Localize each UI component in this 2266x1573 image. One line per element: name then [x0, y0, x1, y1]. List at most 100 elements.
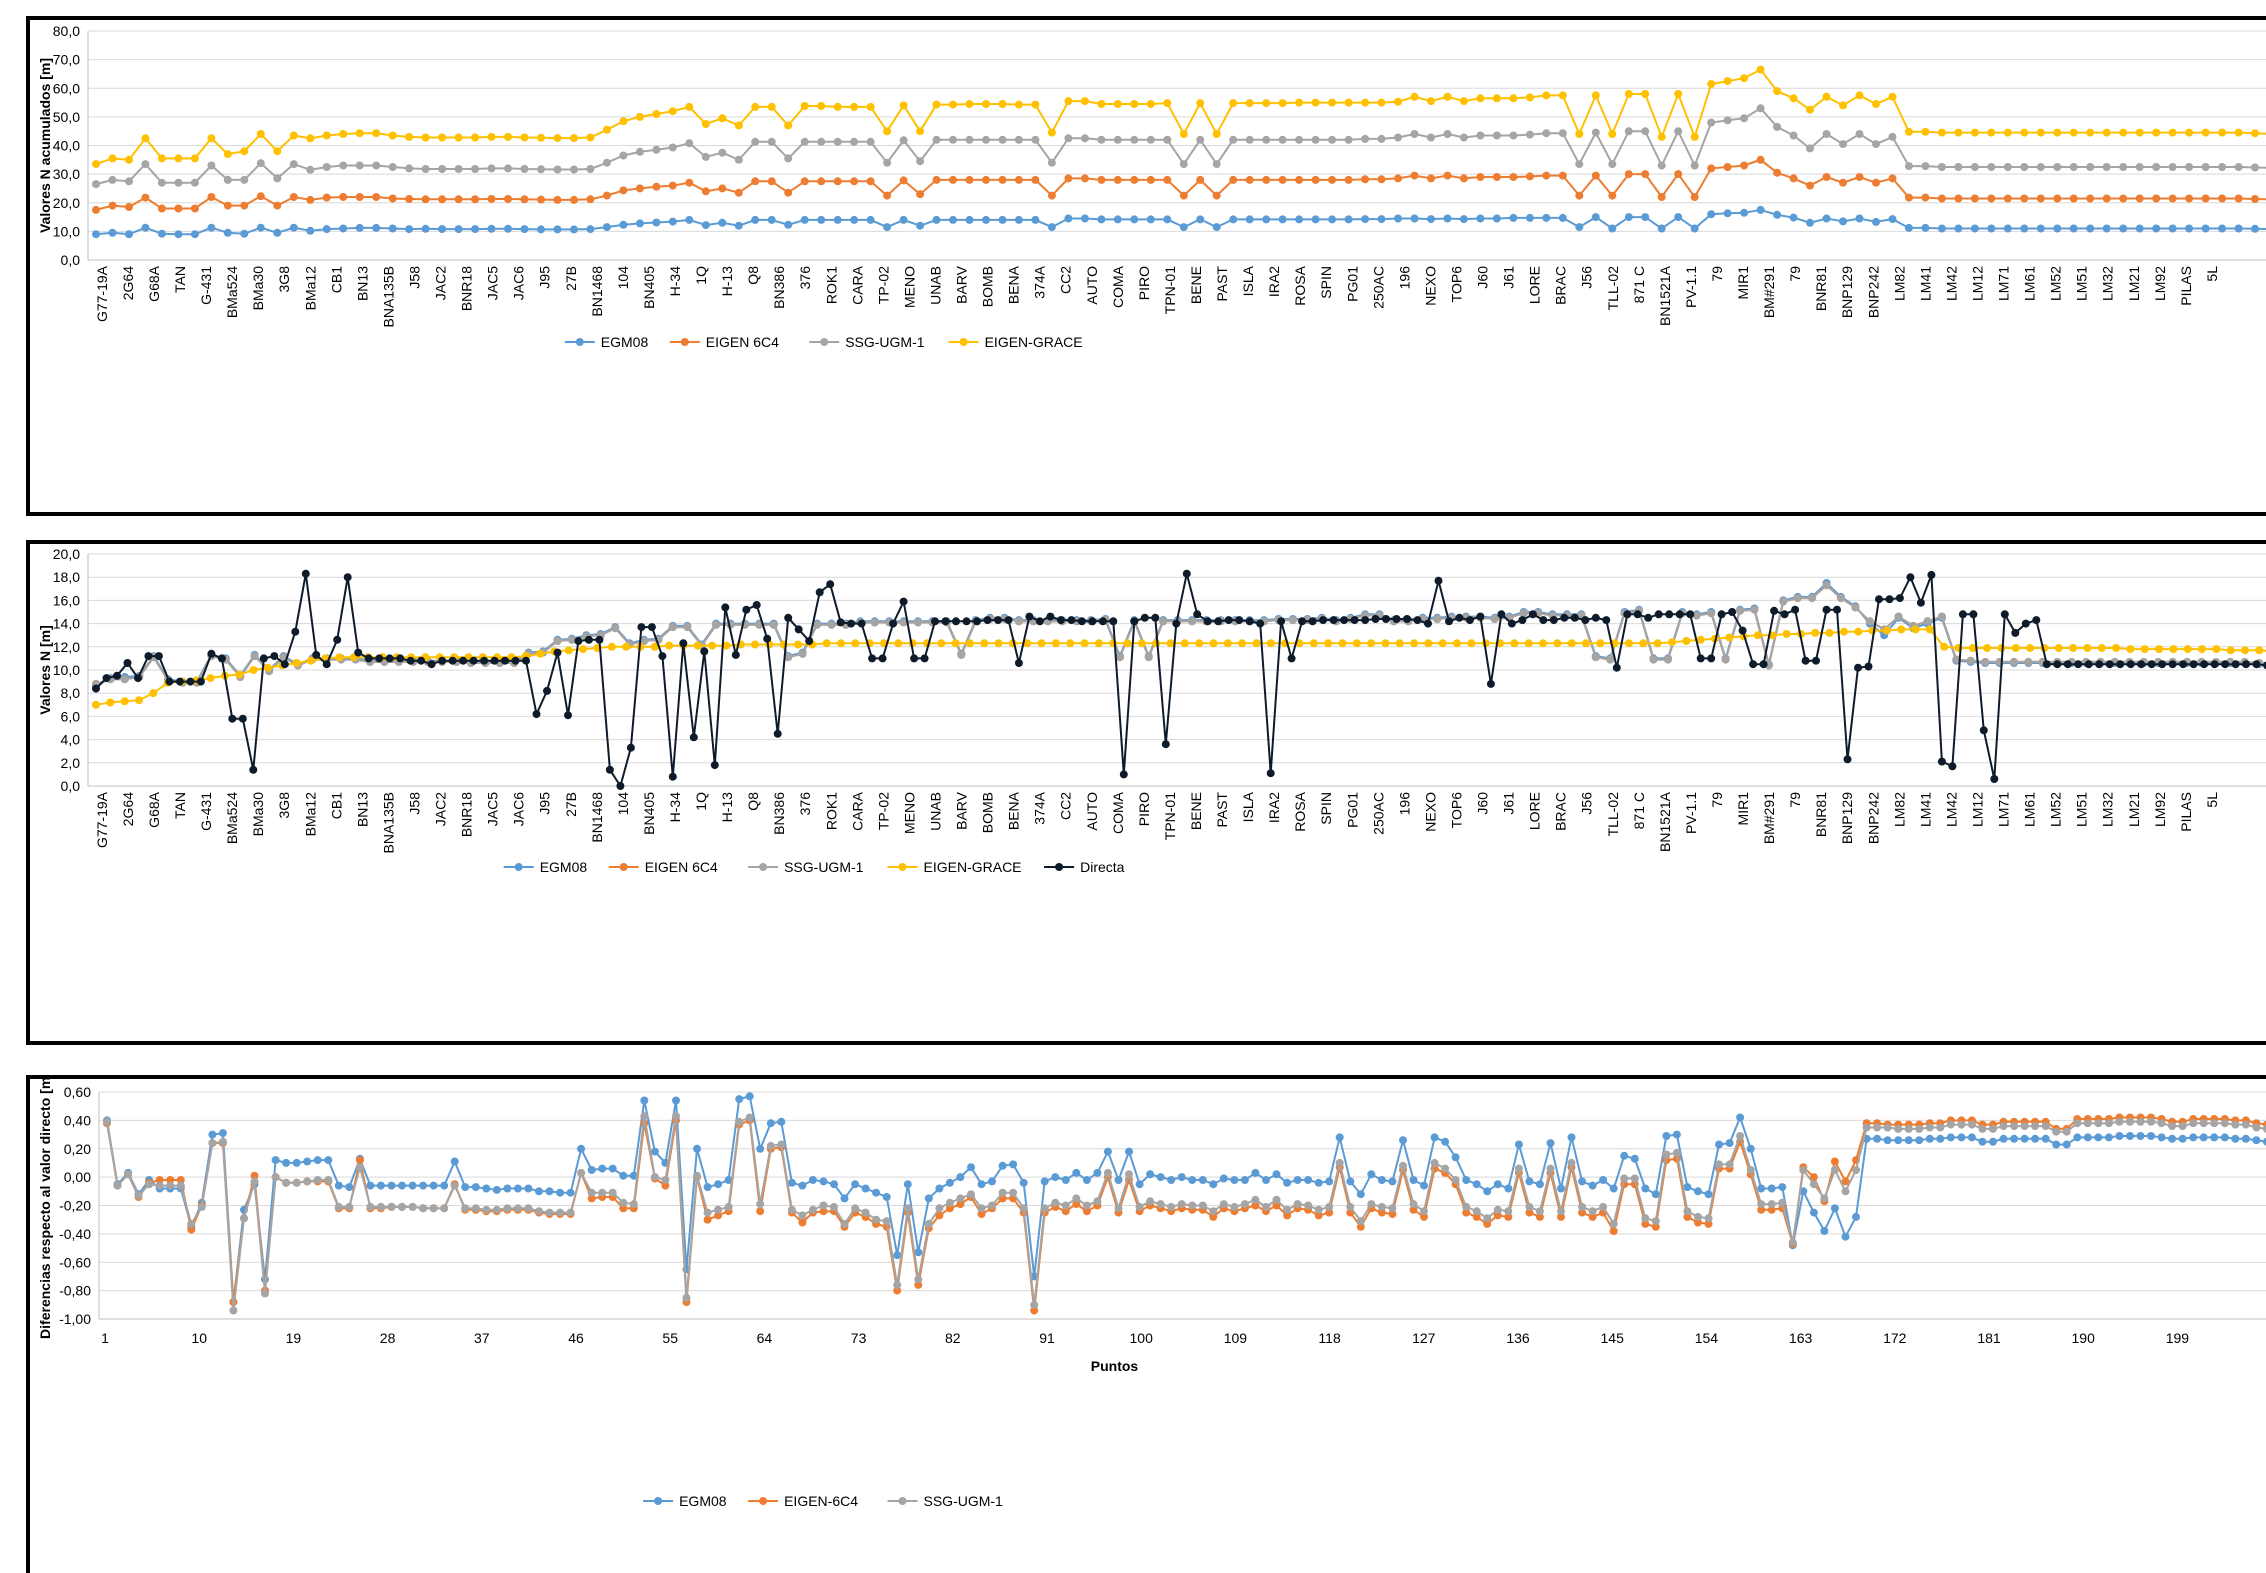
data-point — [724, 1176, 733, 1184]
data-point — [1125, 1170, 1133, 1179]
data-point — [2115, 1132, 2124, 1140]
data-point — [1674, 170, 1683, 179]
x-tick-label: BN405 — [641, 792, 657, 835]
data-point — [652, 218, 661, 227]
data-point — [1588, 1212, 1597, 1221]
data-point — [273, 174, 282, 183]
data-point — [313, 1176, 322, 1184]
data-point — [689, 733, 698, 742]
data-point — [850, 137, 859, 146]
data-point — [1019, 1178, 1028, 1187]
data-point — [1855, 91, 1864, 100]
data-point — [2069, 194, 2078, 203]
data-point — [932, 175, 941, 184]
data-point — [1791, 605, 1800, 614]
data-point — [1756, 65, 1765, 74]
data-point — [1575, 160, 1584, 169]
data-point — [1214, 617, 1223, 626]
data-point — [1872, 140, 1880, 149]
data-point — [1262, 1176, 1270, 1184]
data-point — [1683, 1183, 1692, 1192]
data-point — [1830, 1204, 1839, 1213]
data-point — [1051, 1198, 1060, 1207]
data-point — [113, 1181, 122, 1190]
x-tick-label: BN1521A — [1657, 265, 1673, 326]
data-point — [322, 193, 331, 202]
data-point — [1123, 639, 1132, 648]
data-point — [735, 1095, 744, 1104]
x-tick-label: 871 C — [1631, 266, 1647, 303]
data-point — [1115, 653, 1124, 662]
data-point — [1674, 213, 1683, 222]
data-point — [1525, 213, 1534, 222]
data-point — [866, 177, 875, 186]
data-point — [2168, 660, 2177, 669]
data-point — [1212, 160, 1221, 169]
data-point — [1715, 1140, 1723, 1149]
data-point — [1377, 1202, 1386, 1211]
x-tick-label: G77-19A — [94, 265, 110, 322]
data-point — [587, 1188, 596, 1197]
data-point — [1750, 605, 1759, 614]
data-point — [1690, 132, 1699, 141]
data-point — [2126, 645, 2135, 654]
data-point — [1047, 158, 1056, 167]
data-point — [1314, 1205, 1323, 1214]
data-point — [2094, 1133, 2103, 1142]
data-point — [1504, 1207, 1513, 1216]
data-point — [784, 613, 793, 622]
data-point — [661, 1181, 670, 1190]
data-point — [2136, 1117, 2145, 1126]
data-point — [1262, 215, 1271, 224]
data-point — [1476, 131, 1485, 140]
x-tick-label: H-13 — [719, 792, 735, 823]
data-point — [784, 154, 793, 163]
y-tick-label: 70,0 — [53, 52, 80, 68]
data-point — [1970, 163, 1979, 171]
data-point — [207, 193, 216, 201]
data-point — [92, 700, 100, 709]
data-point — [1707, 164, 1716, 173]
data-point — [2252, 660, 2261, 669]
data-point — [914, 618, 922, 627]
data-point — [982, 135, 990, 144]
data-point — [334, 1202, 343, 1211]
data-point — [1451, 1153, 1460, 1162]
data-point — [1987, 163, 1996, 171]
data-point — [2119, 128, 2128, 137]
data-point — [817, 177, 826, 186]
data-point — [1633, 610, 1642, 619]
data-point — [1014, 215, 1023, 224]
data-point — [408, 1181, 417, 1190]
x-tick-label: BM#291 — [1761, 266, 1777, 318]
data-point — [1560, 613, 1569, 622]
data-point — [602, 158, 611, 167]
data-point — [2036, 128, 2045, 137]
data-point — [1459, 174, 1468, 183]
data-point — [1212, 191, 1221, 200]
data-point — [223, 150, 232, 159]
data-point — [2140, 645, 2149, 654]
x-tick-label: LM51 — [2074, 792, 2090, 827]
data-point — [2052, 1127, 2061, 1136]
data-point — [1557, 1212, 1565, 1221]
data-point — [1667, 638, 1676, 647]
data-point — [1195, 639, 1204, 648]
data-point — [149, 689, 158, 698]
data-point — [1472, 1207, 1481, 1216]
data-point — [685, 102, 694, 111]
data-point — [1443, 171, 1452, 180]
data-point — [1051, 1173, 1060, 1182]
data-point — [2155, 645, 2164, 654]
data-point — [102, 674, 111, 683]
data-point — [1103, 1168, 1112, 1177]
data-point — [731, 650, 740, 659]
data-point — [1483, 1187, 1492, 1196]
data-point — [355, 223, 364, 232]
data-point — [607, 642, 616, 651]
data-point — [1030, 1306, 1039, 1315]
data-point — [861, 1208, 870, 1217]
data-point — [2168, 224, 2177, 233]
data-point — [291, 627, 300, 636]
data-point — [611, 624, 620, 633]
